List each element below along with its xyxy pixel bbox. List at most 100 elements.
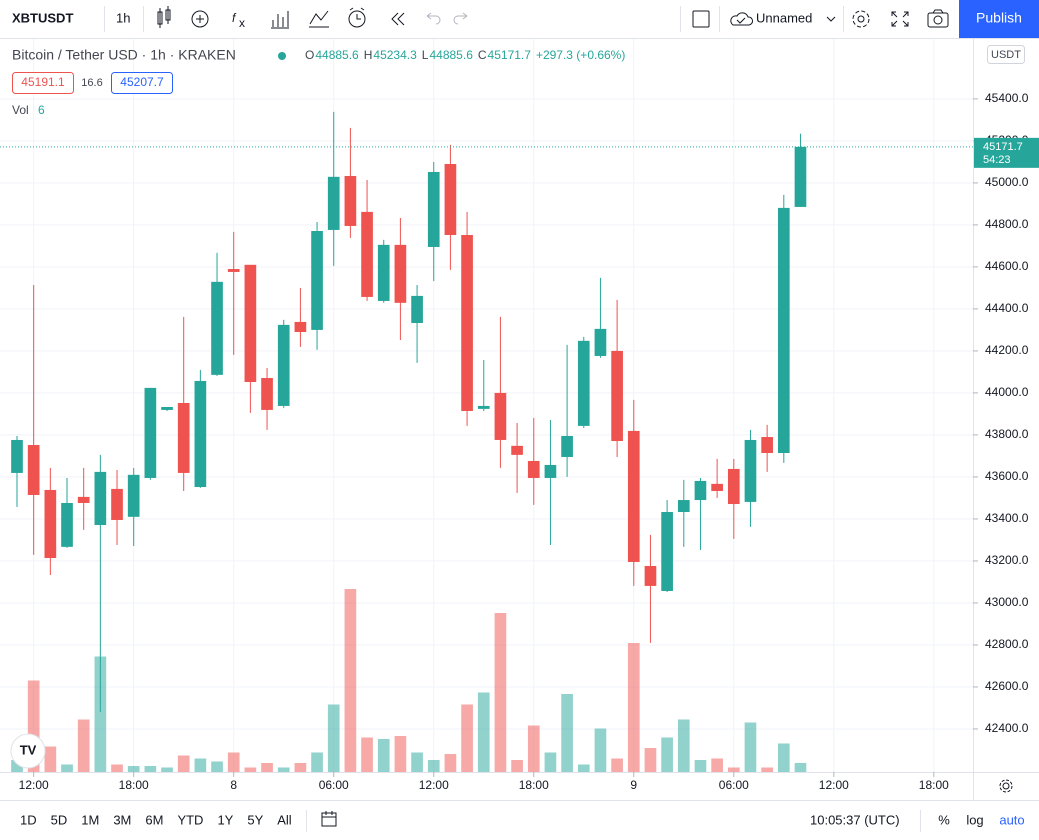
candle-body xyxy=(377,244,390,301)
candle-body xyxy=(461,234,473,411)
range-button[interactable]: 3M xyxy=(113,812,131,827)
candle-body xyxy=(161,406,173,410)
templates-button[interactable] xyxy=(309,10,329,28)
currency: USDT xyxy=(991,49,1021,61)
volume-bar xyxy=(344,589,357,772)
candle-body xyxy=(711,483,723,492)
percent-toggle[interactable]: % xyxy=(938,812,950,827)
indicators-button-x: x xyxy=(239,16,245,30)
settings-button[interactable] xyxy=(852,10,870,28)
ohlc-value: 45171.7 xyxy=(488,48,532,62)
goto-date-button[interactable] xyxy=(321,811,337,827)
clock[interactable]: 10:05:37 (UTC) xyxy=(810,812,900,827)
ohlc-value: 44885.6 xyxy=(315,48,359,62)
y-tick-label: 43600.0 xyxy=(985,469,1029,483)
range-button[interactable]: 6M xyxy=(145,812,163,827)
x-tick-label: 12:00 xyxy=(419,778,449,792)
candle-body xyxy=(694,480,707,501)
market-status xyxy=(278,52,286,60)
candle-body xyxy=(144,387,157,478)
range-button[interactable]: 5Y xyxy=(247,812,263,827)
range-button[interactable]: YTD xyxy=(177,812,203,827)
log-toggle[interactable]: log xyxy=(966,812,983,827)
range-button[interactable]: 1D xyxy=(20,812,37,827)
ohlc-letter: H xyxy=(364,48,373,62)
volume-bar xyxy=(711,758,723,772)
candle-body xyxy=(527,460,540,478)
volume-bar xyxy=(594,728,607,772)
ohlc-value: 45234.3 xyxy=(373,48,417,62)
publish-button[interactable] xyxy=(959,0,1039,38)
volume-bar xyxy=(777,743,790,772)
candle-body xyxy=(677,500,690,513)
volume-bar xyxy=(294,763,307,772)
indicators-button[interactable]: f xyxy=(232,11,237,25)
interval-button[interactable]: 1h xyxy=(116,10,130,25)
volume-bar xyxy=(544,752,557,772)
candle-body xyxy=(544,464,557,478)
auto-toggle[interactable]: auto xyxy=(999,812,1024,827)
volume-bar xyxy=(611,758,623,772)
range-button[interactable]: 5D xyxy=(51,812,68,827)
range-button[interactable]: 1M xyxy=(81,812,99,827)
x-tick-label: 8 xyxy=(230,778,237,792)
volume-bar xyxy=(261,763,273,772)
candle-body xyxy=(177,403,190,473)
candle-body xyxy=(594,328,607,356)
volume-bar xyxy=(227,752,240,772)
ask-box[interactable] xyxy=(111,72,173,94)
range-button[interactable]: 1Y xyxy=(217,812,233,827)
candles xyxy=(0,111,973,712)
volume-bar xyxy=(111,764,123,772)
candle-body xyxy=(611,350,623,442)
candle-body xyxy=(511,445,523,455)
alert-button[interactable] xyxy=(348,7,366,28)
volume-bar xyxy=(794,763,807,772)
volume-value: 6 xyxy=(38,103,45,117)
volume-bar xyxy=(477,692,490,772)
candle-type-button[interactable] xyxy=(157,6,171,28)
compare-button[interactable] xyxy=(271,11,289,29)
range-button[interactable]: All xyxy=(277,812,292,827)
candle-body xyxy=(761,437,773,453)
bid: 45191.1 xyxy=(21,75,65,89)
replay-button[interactable] xyxy=(391,12,405,26)
volume-bar xyxy=(461,704,473,772)
volume-bar xyxy=(27,680,40,772)
snapshot-button[interactable] xyxy=(927,9,949,28)
candle-body xyxy=(261,378,273,410)
spread: 16.6 xyxy=(81,77,102,89)
ask: 45207.7 xyxy=(120,75,164,89)
undo-button[interactable] xyxy=(426,12,441,25)
layout-name[interactable]: Unnamed xyxy=(756,10,812,25)
time-axis: 12:00 18:00 8 06:00 12:00 18:00 9 06:00 12:00 18:… xyxy=(19,772,949,792)
y-tick-label: 43200.0 xyxy=(985,553,1029,567)
symbol[interactable]: XBTUSDT xyxy=(12,10,73,25)
volume-bar xyxy=(677,719,690,772)
volume-bar xyxy=(77,719,90,772)
axis-settings-button[interactable] xyxy=(999,779,1013,793)
add-indicator-button[interactable] xyxy=(191,10,209,28)
x-tick-label: 9 xyxy=(630,778,637,792)
candle-body xyxy=(327,176,340,230)
tv-logo[interactable] xyxy=(10,733,46,769)
volume-bar xyxy=(644,748,657,772)
fullscreen-button[interactable] xyxy=(891,11,909,27)
volume-bar xyxy=(377,739,390,772)
candle-body xyxy=(427,171,440,247)
volume-bar xyxy=(444,754,457,772)
layout-menu-arrow[interactable] xyxy=(826,16,836,22)
x-tick-label: 06:00 xyxy=(319,778,349,792)
toolbar xyxy=(0,0,1039,38)
candle-body xyxy=(111,488,123,520)
bid-box[interactable] xyxy=(12,72,74,94)
fullscreen-layout-button[interactable] xyxy=(692,10,710,28)
volume-bar xyxy=(361,737,373,772)
redo-button[interactable] xyxy=(453,12,468,25)
ohlc-legend: O 44885.6 H 45234.3 L 44885.6 C 45171.7 +297.3 (… xyxy=(305,48,625,62)
volume-bar xyxy=(161,767,173,772)
candle-body xyxy=(194,380,207,488)
currency-box[interactable] xyxy=(987,45,1025,64)
y-tick-label: 44600.0 xyxy=(985,259,1029,273)
